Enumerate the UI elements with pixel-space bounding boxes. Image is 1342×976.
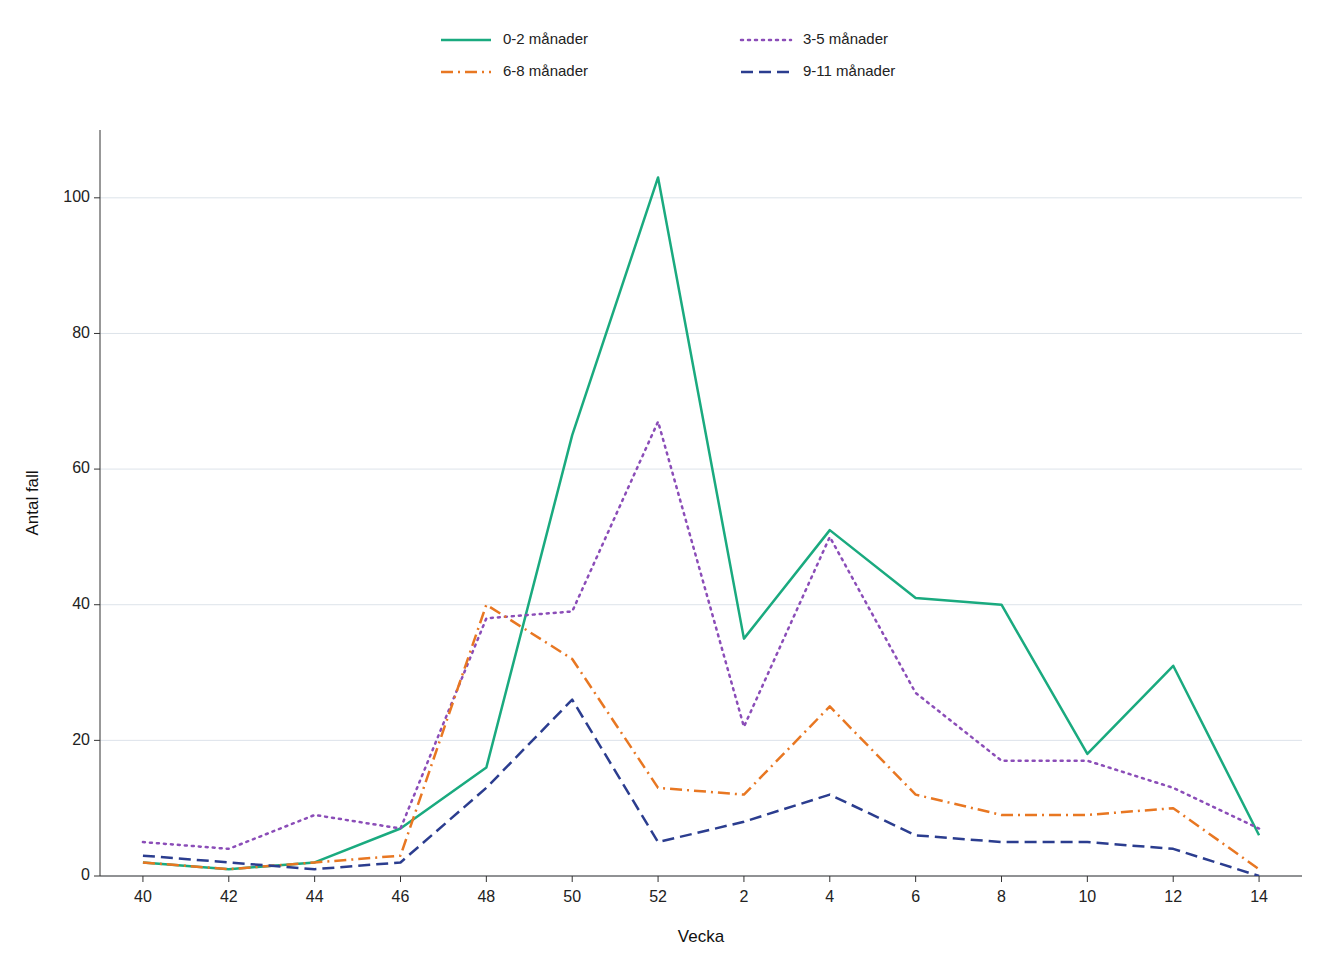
x-axis-line (100, 876, 1302, 877)
grid (100, 198, 1302, 876)
y-tick (94, 333, 100, 334)
y-tick (94, 876, 100, 877)
y-tick-label: 20 (72, 731, 90, 748)
x-tick (1173, 876, 1174, 882)
y-tick-label: 60 (72, 459, 90, 476)
x-tick-label: 12 (1164, 888, 1182, 905)
legend-label: 6-8 månader (503, 62, 588, 79)
legend-label: 0-2 månader (503, 30, 588, 47)
axes: 020406080100404244464850522468101214 (63, 130, 1302, 905)
x-tick (314, 876, 315, 882)
x-tick (829, 876, 830, 882)
x-tick-label: 40 (134, 888, 152, 905)
grid-line (100, 876, 1302, 877)
x-tick (658, 876, 659, 882)
series-line (143, 605, 1259, 869)
y-axis-line (100, 130, 101, 876)
x-tick-label: 8 (997, 888, 1006, 905)
chart-svg: 020406080100404244464850522468101214Veck… (0, 0, 1342, 976)
y-tick (94, 197, 100, 198)
x-tick-label: 52 (649, 888, 667, 905)
x-tick (400, 876, 401, 882)
x-tick (743, 876, 744, 882)
legend-swatch (441, 39, 491, 42)
y-tick (94, 740, 100, 741)
legend-label: 3-5 månader (803, 30, 888, 47)
x-tick-label: 46 (392, 888, 410, 905)
grid-line (100, 197, 1302, 198)
chart-container: 020406080100404244464850522468101214Veck… (0, 0, 1342, 976)
series-line (143, 422, 1259, 849)
x-tick (228, 876, 229, 882)
grid-line (100, 740, 1302, 741)
x-tick-label: 44 (306, 888, 324, 905)
x-tick-label: 6 (911, 888, 920, 905)
legend-swatch (741, 71, 791, 74)
y-tick-label: 0 (81, 866, 90, 883)
legend-item: 6-8 månader (441, 62, 588, 79)
grid-line (100, 333, 1302, 334)
x-tick-label: 2 (739, 888, 748, 905)
legend-swatch (741, 39, 791, 42)
x-tick (572, 876, 573, 882)
x-tick (142, 876, 143, 882)
plot-area (143, 177, 1259, 876)
x-tick (1259, 876, 1260, 882)
legend-item: 3-5 månader (741, 30, 888, 47)
y-tick (94, 469, 100, 470)
x-axis-label: Vecka (678, 927, 725, 946)
x-tick-label: 10 (1078, 888, 1096, 905)
x-tick (486, 876, 487, 882)
x-tick-label: 48 (477, 888, 495, 905)
y-tick-label: 80 (72, 324, 90, 341)
y-axis-label: Antal fall (23, 470, 42, 535)
grid-line (100, 469, 1302, 470)
legend: 0-2 månader 3-5 månader 6-8 månader 9-11 må… (441, 30, 895, 79)
legend-swatch (441, 71, 491, 74)
legend-label: 9-11 månader (803, 62, 895, 79)
x-tick-label: 4 (825, 888, 834, 905)
x-tick-label: 42 (220, 888, 238, 905)
series-line (143, 177, 1259, 869)
legend-item: 9-11 månader (741, 62, 895, 79)
y-tick-label: 40 (72, 595, 90, 612)
x-tick (1087, 876, 1088, 882)
y-tick-label: 100 (63, 188, 90, 205)
grid-line (100, 604, 1302, 605)
series-line (143, 700, 1259, 876)
x-tick-label: 14 (1250, 888, 1268, 905)
x-tick (915, 876, 916, 882)
legend-item: 0-2 månader (441, 30, 588, 47)
x-tick-label: 50 (563, 888, 581, 905)
x-tick (1001, 876, 1002, 882)
y-tick (94, 604, 100, 605)
